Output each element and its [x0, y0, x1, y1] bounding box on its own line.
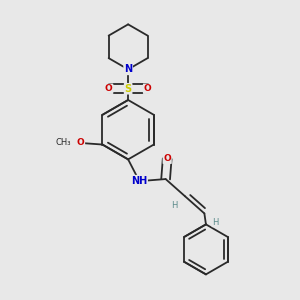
Text: H: H: [171, 200, 177, 209]
Text: S: S: [124, 84, 132, 94]
Text: O: O: [144, 84, 152, 93]
Text: O: O: [77, 139, 84, 148]
Text: NH: NH: [131, 176, 147, 186]
Text: O: O: [105, 84, 112, 93]
Text: H: H: [212, 218, 218, 227]
Text: O: O: [163, 154, 171, 163]
Text: CH₃: CH₃: [56, 139, 71, 148]
Text: N: N: [124, 64, 132, 74]
